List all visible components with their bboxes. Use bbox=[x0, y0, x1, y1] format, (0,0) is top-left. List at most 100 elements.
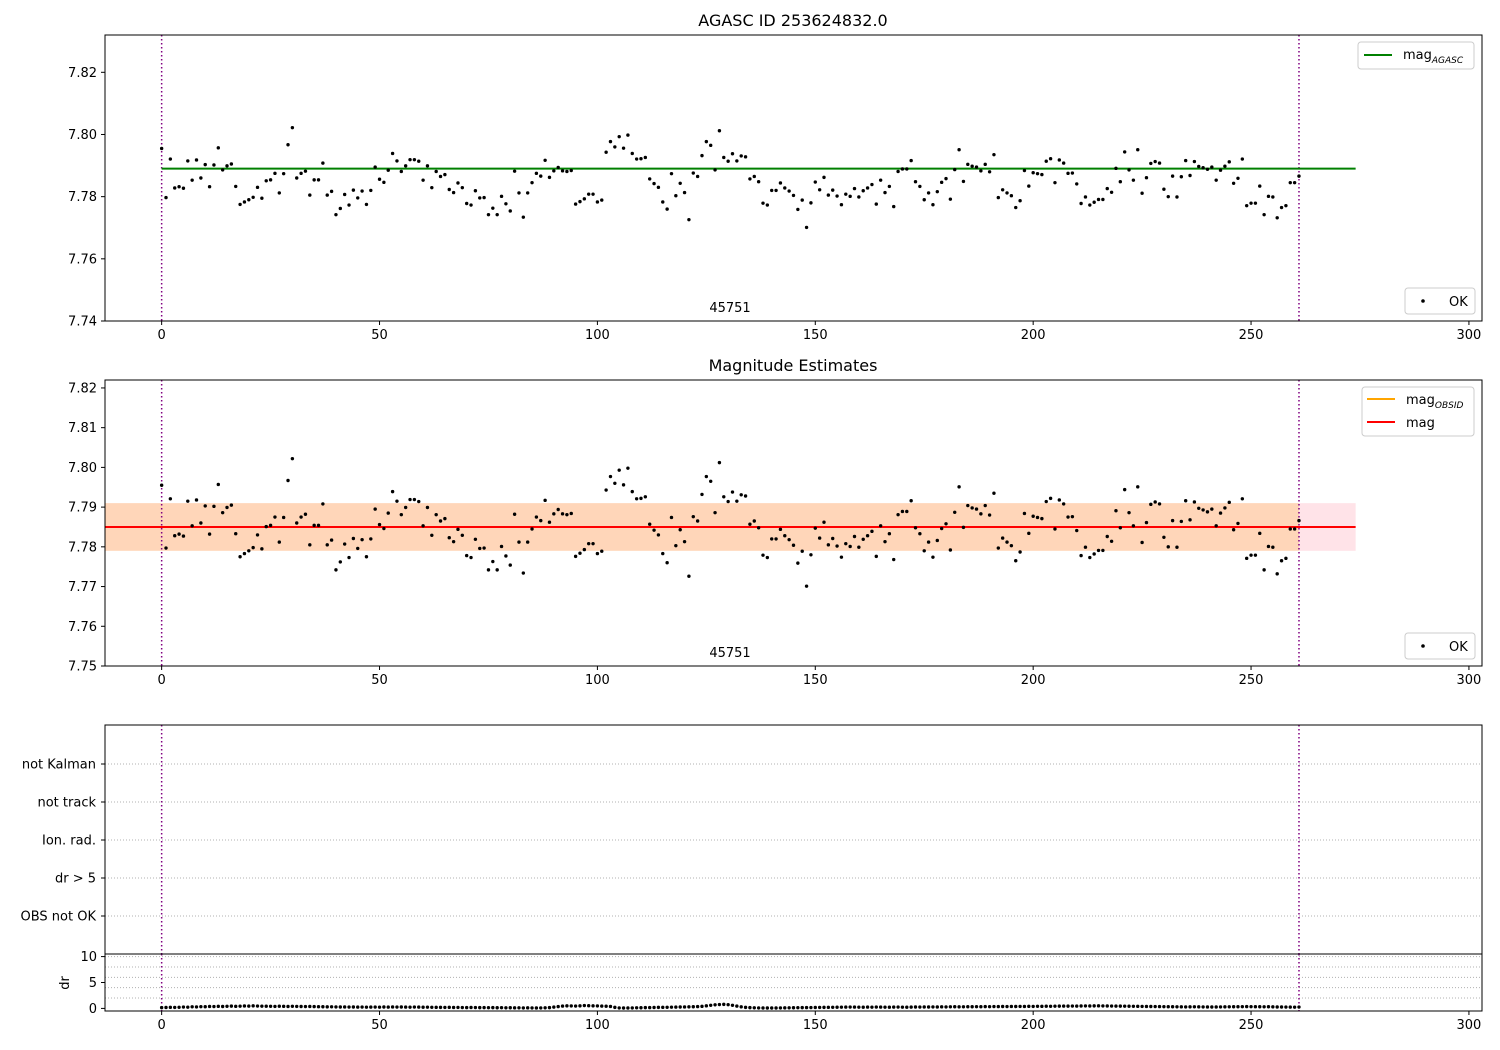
panel-4-dr-point bbox=[373, 1005, 377, 1009]
panel-2-ok-point bbox=[534, 515, 539, 519]
panel-1-ok-point bbox=[678, 181, 682, 185]
panel-2-ok-point bbox=[796, 561, 800, 565]
panel-4-dr-point bbox=[778, 1006, 783, 1010]
panel-1-ok-point bbox=[299, 171, 303, 176]
panel-1-ok-point bbox=[822, 175, 826, 180]
panel-1-ok-point bbox=[207, 185, 212, 189]
panel-4-dr-point bbox=[1018, 1004, 1022, 1009]
panel-1-ok-point bbox=[530, 180, 534, 185]
panel-1-ok-point bbox=[251, 195, 255, 199]
panel-4-dr-point bbox=[303, 1004, 308, 1009]
panel-4-dr-point bbox=[1136, 1004, 1140, 1009]
panel-2-ok-point bbox=[682, 539, 687, 544]
panel-4-dr-point bbox=[199, 1004, 203, 1009]
panel-2-ytick-label: 7.80 bbox=[68, 461, 97, 476]
panel-2-legend-upper: magOBSID mag bbox=[1361, 386, 1475, 437]
panel-2-ok-point bbox=[743, 494, 748, 498]
panel-4-dr-point bbox=[870, 1005, 874, 1009]
panel-4-xtick-label: 200 bbox=[1021, 1018, 1046, 1033]
panel-4-dr-point bbox=[1114, 1004, 1118, 1008]
panel-1-ok-point bbox=[412, 157, 417, 162]
panel-4-dr-point bbox=[1258, 1005, 1262, 1009]
panel-4-dr-point bbox=[974, 1004, 979, 1009]
panel-4-dr-point bbox=[478, 1005, 482, 1010]
panel-2-ok-point bbox=[552, 512, 556, 516]
panel-4-dr-point bbox=[377, 1005, 382, 1009]
panel-2-ok-point bbox=[1297, 518, 1301, 523]
panel-2-ok-point bbox=[857, 545, 861, 549]
panel-1-ok-point bbox=[617, 134, 621, 139]
panel-4-dr-point bbox=[321, 1005, 325, 1009]
panel-2-ok-point bbox=[1118, 526, 1123, 530]
panel-1-ok-point bbox=[957, 148, 961, 152]
panel-2-ok-point bbox=[896, 512, 900, 517]
panel-2-ok-point bbox=[1240, 497, 1245, 501]
panel-4-dr-point bbox=[164, 1005, 168, 1010]
panel-4-dr-point bbox=[277, 1004, 281, 1008]
panel-1-ok-point bbox=[909, 158, 913, 163]
panel-4-dr-point bbox=[255, 1004, 260, 1008]
panel-2-ok-point bbox=[700, 492, 704, 497]
panel-4-dr-point bbox=[1031, 1004, 1035, 1009]
panel-2-ok-point bbox=[168, 497, 173, 501]
panel-2-ok-point bbox=[831, 536, 835, 541]
panel-4-dr-point bbox=[704, 1004, 709, 1008]
panel-1-ok-point bbox=[556, 165, 560, 170]
panel-4-dr-point bbox=[1175, 1005, 1179, 1009]
panel-4-dr-point bbox=[194, 1005, 199, 1009]
panel-1-ok-point bbox=[582, 197, 587, 201]
panel-4-dr-point bbox=[456, 1005, 460, 1010]
panel-2-ok-point bbox=[957, 485, 961, 489]
panel-1-ok-point bbox=[1022, 168, 1027, 173]
svg-text:magOBSID: magOBSID bbox=[1406, 393, 1464, 411]
panel-4-dr-point bbox=[953, 1005, 957, 1009]
panel-4-xtick-label: 250 bbox=[1239, 1018, 1264, 1033]
panel-1-ok-point bbox=[1236, 176, 1240, 181]
panel-1-ok-point bbox=[1258, 184, 1262, 188]
panel-4-dr-point bbox=[600, 1004, 604, 1008]
panel-4-dr-point bbox=[382, 1005, 386, 1009]
panel-1-ok-point bbox=[539, 174, 543, 178]
panel-1-ok-point bbox=[181, 186, 186, 190]
panel-4-dr-point bbox=[643, 1005, 648, 1010]
panel-1-ok-point bbox=[1092, 200, 1096, 204]
panel-1-ok-point bbox=[168, 157, 173, 161]
panel-1-ok-point bbox=[517, 191, 521, 195]
panel-2-ok-point bbox=[425, 505, 430, 510]
panel-2-ok-point bbox=[295, 521, 299, 525]
panel-2-ok-point bbox=[369, 537, 373, 541]
panel-4-dr-point bbox=[726, 1002, 730, 1007]
panel-4-dr-point bbox=[1088, 1004, 1092, 1008]
panel-1-ok-point bbox=[434, 169, 438, 174]
panel-2-ok-point bbox=[1053, 527, 1057, 531]
panel-2-xtick-label: 150 bbox=[803, 673, 828, 688]
panel-4-dr-point bbox=[748, 1005, 752, 1010]
panel-2-ok-point bbox=[617, 468, 621, 472]
panel-2-ok-point bbox=[922, 549, 926, 553]
panel-2-ok-point bbox=[1005, 540, 1009, 544]
panel-1-ok-point bbox=[373, 165, 377, 169]
panel-1-ok-point bbox=[704, 139, 709, 144]
panel-1-ok-point bbox=[329, 189, 334, 194]
panel-2-ok-point bbox=[1131, 524, 1136, 528]
panel-2-ok-point bbox=[1092, 552, 1096, 556]
panel-2-ok-point bbox=[648, 522, 652, 526]
panel-1-ok-point bbox=[173, 186, 177, 190]
panel-1-ok-point bbox=[334, 212, 338, 217]
panel-1-ok-point bbox=[1035, 171, 1040, 176]
panel-1-ok-point bbox=[804, 225, 809, 230]
panel-1-ok-point bbox=[238, 202, 242, 207]
panel-2-ok-point bbox=[351, 536, 356, 541]
agasc-magnitude-panel: AGASC ID 253624832.0 0 50 100 150 200 250 300 7… bbox=[68, 11, 1483, 343]
panel-2-ok-point bbox=[1048, 496, 1053, 501]
panel-2-ok-point bbox=[926, 540, 931, 544]
panel-1-ok-point bbox=[935, 189, 939, 194]
panel-1-ok-point bbox=[913, 180, 918, 184]
panel-1-ok-point bbox=[861, 189, 865, 193]
panel-1-ok-point bbox=[1175, 195, 1179, 199]
panel-4-dr-point bbox=[665, 1005, 669, 1009]
panel-2-ok-point bbox=[1288, 527, 1292, 531]
panel-1-ok-point bbox=[887, 184, 892, 189]
panel-1-ok-point bbox=[1088, 203, 1092, 207]
panel-4-dr-point bbox=[948, 1005, 953, 1009]
